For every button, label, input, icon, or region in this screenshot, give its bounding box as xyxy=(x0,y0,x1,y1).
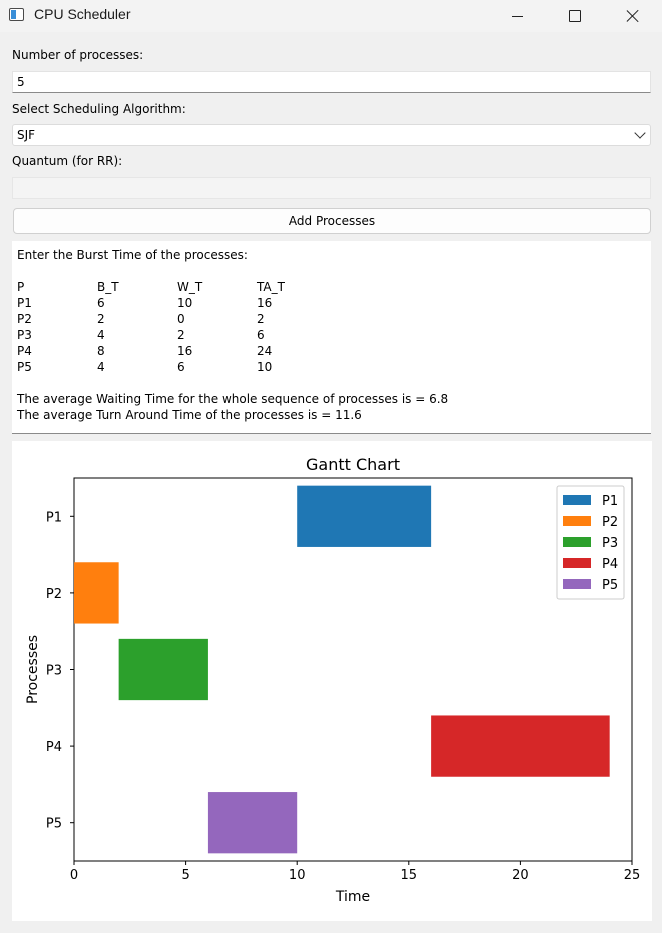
legend-label-p5: P5 xyxy=(602,578,618,593)
row-burst-time: 6 xyxy=(97,296,105,310)
y-axis-label: Processes xyxy=(25,635,41,704)
row-turnaround-time: 2 xyxy=(257,312,265,326)
algorithm-select[interactable]: SJF xyxy=(12,124,651,146)
maximize-button[interactable] xyxy=(552,0,598,32)
row-turnaround-time: 24 xyxy=(257,344,273,358)
app-window-icon xyxy=(9,8,24,21)
x-tick-label: 15 xyxy=(401,868,418,883)
algorithm-label: Select Scheduling Algorithm: xyxy=(12,102,186,116)
x-tick-label: 0 xyxy=(70,868,78,883)
row-turnaround-time: 10 xyxy=(257,360,273,374)
gantt-bar-p3 xyxy=(118,638,208,701)
average-turnaround-time: The average Turn Around Time of the proc… xyxy=(17,408,362,422)
legend-label-p4: P4 xyxy=(602,557,618,572)
legend-swatch-p3 xyxy=(563,537,591,547)
row-turnaround-time: 6 xyxy=(257,328,265,342)
num-processes-label: Number of processes: xyxy=(12,48,144,62)
y-tick-label: P1 xyxy=(46,510,62,525)
row-waiting-time: 6 xyxy=(177,360,185,374)
gantt-bar-p4 xyxy=(431,715,610,777)
x-tick-label: 5 xyxy=(181,868,189,883)
row-process: P1 xyxy=(17,296,32,310)
row-burst-time: 4 xyxy=(97,360,105,374)
x-tick-label: 25 xyxy=(624,868,641,883)
quantum-input[interactable] xyxy=(12,177,651,199)
row-waiting-time: 16 xyxy=(177,344,193,358)
row-burst-time: 4 xyxy=(97,328,105,342)
minimize-icon xyxy=(511,15,523,17)
algorithm-selected-value: SJF xyxy=(17,128,36,142)
gantt-chart: 0 5 10 15 20 25 P1 P2 P3 P4 P5 Gantt Chart Time Proce… xyxy=(25,455,641,905)
legend-swatch-p1 xyxy=(563,495,591,505)
quantum-label: Quantum (for RR): xyxy=(12,154,123,168)
y-tick-label: P2 xyxy=(46,587,62,602)
x-tick-label: 10 xyxy=(289,868,306,883)
header-turnaround-time: TA_T xyxy=(257,280,285,294)
legend-swatch-p2 xyxy=(563,516,591,526)
x-axis-label: Time xyxy=(335,889,370,905)
row-process: P2 xyxy=(17,312,32,326)
gantt-chart-panel: 0 5 10 15 20 25 P1 P2 P3 P4 P5 Gantt Chart Time Proce… xyxy=(12,441,652,921)
legend-label-p3: P3 xyxy=(602,536,618,551)
close-icon xyxy=(626,9,640,23)
chevron-down-icon xyxy=(634,127,646,139)
results-text-area[interactable]: Enter the Burst Time of the processes: P… xyxy=(12,241,651,434)
header-burst-time: B_T xyxy=(97,280,119,294)
title-bar[interactable]: CPU Scheduler xyxy=(0,0,662,32)
maximize-icon xyxy=(569,10,581,22)
legend-swatch-p4 xyxy=(563,558,591,568)
row-process: P4 xyxy=(17,344,32,358)
legend-label-p1: P1 xyxy=(602,494,618,509)
row-waiting-time: 10 xyxy=(177,296,193,310)
row-waiting-time: 2 xyxy=(177,328,185,342)
y-tick-label: P4 xyxy=(46,740,62,755)
add-processes-button[interactable]: Add Processes xyxy=(13,208,651,234)
minimize-button[interactable] xyxy=(494,0,540,32)
chart-title: Gantt Chart xyxy=(306,455,400,474)
gantt-bar-p5 xyxy=(207,792,298,854)
y-tick-label: P5 xyxy=(46,817,62,832)
burst-time-prompt: Enter the Burst Time of the processes: xyxy=(17,248,248,262)
y-tick-label: P3 xyxy=(46,664,62,679)
row-process: P3 xyxy=(17,328,32,342)
gantt-bar-p1 xyxy=(297,485,432,547)
average-waiting-time: The average Waiting Time for the whole s… xyxy=(17,392,449,406)
window-title: CPU Scheduler xyxy=(34,6,131,22)
row-process: P5 xyxy=(17,360,32,374)
x-tick-label: 20 xyxy=(512,868,529,883)
close-button[interactable] xyxy=(610,0,656,32)
num-processes-input[interactable]: 5 xyxy=(12,71,651,93)
row-burst-time: 2 xyxy=(97,312,105,326)
header-process: P xyxy=(17,280,25,294)
row-turnaround-time: 16 xyxy=(257,296,273,310)
row-burst-time: 8 xyxy=(97,344,105,358)
header-waiting-time: W_T xyxy=(177,280,203,294)
row-waiting-time: 0 xyxy=(177,312,185,326)
legend-label-p2: P2 xyxy=(602,515,618,530)
legend-swatch-p5 xyxy=(563,579,591,589)
gantt-bar-p2 xyxy=(74,562,119,624)
